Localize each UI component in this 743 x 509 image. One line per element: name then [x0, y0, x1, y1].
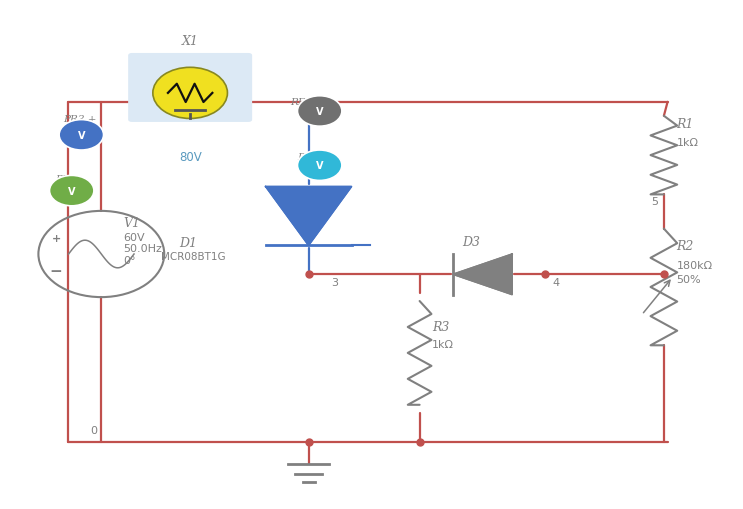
Polygon shape — [266, 187, 351, 246]
Polygon shape — [453, 254, 512, 295]
Text: V: V — [68, 186, 76, 196]
Text: 180kΩ: 180kΩ — [676, 260, 713, 270]
Circle shape — [59, 120, 103, 151]
Text: R3: R3 — [432, 321, 450, 333]
Circle shape — [153, 68, 227, 119]
Circle shape — [297, 151, 342, 181]
Text: 50.0Hz: 50.0Hz — [123, 244, 163, 254]
Text: 0°: 0° — [123, 255, 136, 265]
Text: 5: 5 — [652, 196, 658, 206]
Text: MCR08BT1G: MCR08BT1G — [160, 251, 225, 262]
Text: 4: 4 — [553, 278, 560, 288]
Text: X1: X1 — [182, 35, 198, 47]
Text: −: − — [50, 263, 62, 278]
Text: V1: V1 — [123, 217, 140, 230]
Text: PR2: PR2 — [297, 152, 319, 161]
Text: 2: 2 — [302, 110, 308, 120]
Text: 3: 3 — [331, 278, 338, 288]
Text: REF1: REF1 — [290, 98, 319, 107]
Text: REF1 -: REF1 - — [63, 124, 94, 132]
Text: R2: R2 — [676, 239, 694, 252]
Text: PR3 +: PR3 + — [63, 115, 97, 123]
Text: V: V — [77, 130, 85, 140]
Text: PR1: PR1 — [55, 175, 77, 184]
Text: R1: R1 — [676, 118, 694, 131]
Circle shape — [50, 176, 94, 207]
Text: 60V: 60V — [123, 232, 145, 242]
Text: +: + — [51, 233, 61, 243]
Text: V: V — [316, 161, 323, 171]
Circle shape — [297, 97, 342, 127]
Text: 0: 0 — [90, 425, 97, 435]
Text: D3: D3 — [462, 235, 480, 248]
Text: 80V: 80V — [179, 151, 201, 164]
Text: 50%: 50% — [676, 274, 701, 285]
Text: V: V — [316, 107, 323, 117]
Text: D1: D1 — [179, 237, 197, 250]
Text: 1kΩ: 1kΩ — [432, 339, 454, 349]
FancyBboxPatch shape — [128, 54, 252, 123]
Text: 1kΩ: 1kΩ — [676, 137, 698, 148]
